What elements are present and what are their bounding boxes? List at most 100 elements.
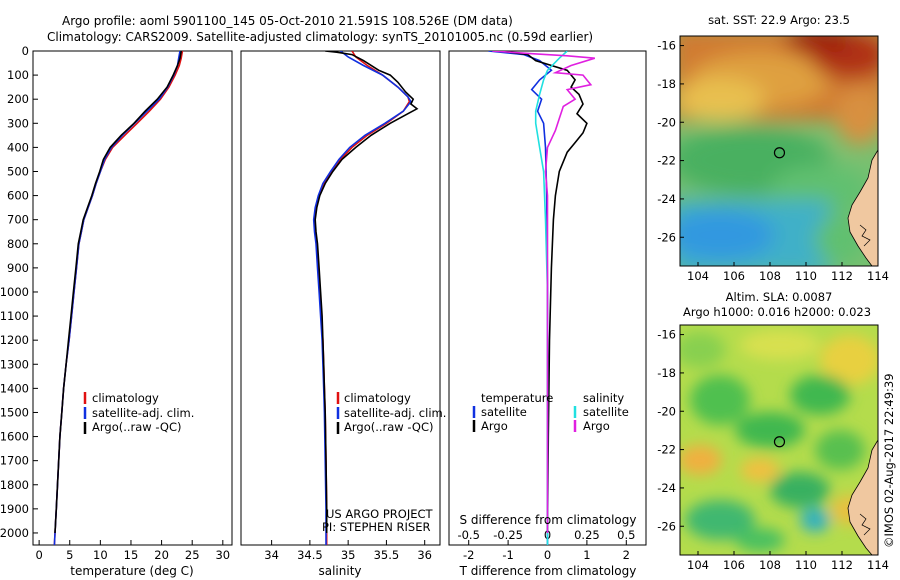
y-tick-label: 1700 (0, 454, 29, 468)
y-tick-label: 400 (7, 140, 29, 154)
y-tick-label: 1400 (0, 381, 29, 395)
series-line-satellite-adj-clim- (312, 51, 412, 545)
lon-tick-label: 106 (723, 269, 745, 283)
lat-tick-label: -20 (657, 404, 676, 418)
x-tick-label: 35.5 (374, 548, 400, 562)
x-tick-label: 2 (623, 548, 630, 562)
lat-tick-label: -22 (657, 154, 676, 168)
sst-map-title: sat. SST: 22.9 Argo: 23.5 (708, 13, 850, 27)
lon-tick-label: 108 (759, 269, 781, 283)
legend-label-satellite: satellite-adj. clim. (92, 406, 194, 420)
y-tick-label: 1800 (0, 478, 29, 492)
y-tick-label: 300 (7, 116, 29, 130)
pi-credit: PI: STEPHEN RISER (322, 520, 431, 534)
y-tick-label: 0 (22, 44, 29, 58)
series-line-s-argo (492, 51, 596, 533)
salinity-xlabel: salinity (318, 564, 361, 578)
lon-tick-label: 110 (795, 558, 817, 572)
salinity-axes-box (240, 50, 441, 546)
x-tick-label: 1 (583, 548, 590, 562)
x-tick-label: 35 (341, 548, 356, 562)
x-tick-label: 34.5 (297, 548, 323, 562)
x-tick-label: 25 (185, 548, 200, 562)
x-tick-label: 36 (417, 548, 432, 562)
lon-tick-label: 110 (795, 269, 817, 283)
temperature-difference-label: T difference from climatology (459, 564, 637, 578)
depth-axis-ticks: 0 100 200 300 400 500 600 700 800 900 1000 1100 1200… (0, 44, 38, 540)
s-tick-label: -0.25 (493, 528, 523, 542)
legend-heading-salinity: salinity (583, 391, 624, 405)
series-line-t-argo (500, 51, 588, 534)
lon-tick-label: 108 (759, 558, 781, 572)
lat-tick-label: -16 (657, 328, 676, 342)
series-line-climatology (313, 51, 411, 545)
salinity-profiles (312, 51, 419, 545)
y-tick-label: 100 (7, 68, 29, 82)
salinity-legend: climatology satellite-adj. clim. Argo(..… (336, 391, 446, 434)
temperature-profiles (53, 51, 184, 545)
legend-label-climatology: climatology (344, 391, 411, 405)
temperature-axis-ticks: 0 5 10 15 20 25 30 (35, 540, 230, 562)
legend-label-s-satellite: satellite (583, 405, 629, 419)
salinity-difference-label: S difference from climatology (460, 513, 637, 527)
temperature-axes-box (32, 50, 233, 546)
imos-credit: ©IMOS 02-Aug-2017 22:49:39 (882, 373, 896, 548)
project-credit: US ARGO PROJECT (326, 507, 434, 521)
sst-map: sat. SST: 22.9 Argo: 23.5 104 106 108 110 11… (657, 13, 889, 283)
difference-panel: -2 -1 0 1 2-0.5 -0.25 0 0.25 0.5 S difference fr… (448, 50, 647, 578)
sst-field (680, 36, 878, 266)
legend-label-t-satellite: satellite (481, 405, 527, 419)
series-line-argo-raw-qc- (54, 51, 182, 534)
legend-label-argo: Argo(..raw -QC) (92, 420, 182, 434)
salinity-panel: 34 34.5 35 35.5 36 salinity climatology sate… (240, 50, 446, 578)
s-tick-label: 0.25 (574, 528, 600, 542)
temperature-xlabel: temperature (deg C) (70, 564, 193, 578)
lat-tick-label: -22 (657, 443, 676, 457)
header-line1: Argo profile: aoml 5901100_145 05-Oct-20… (62, 14, 513, 28)
y-tick-label: 200 (7, 92, 29, 106)
lat-tick-label: -26 (657, 519, 676, 533)
x-tick-label: 30 (215, 548, 230, 562)
x-tick-label: 10 (93, 548, 108, 562)
x-tick-label: 5 (66, 548, 73, 562)
x-tick-label: 0 (544, 548, 551, 562)
temperature-panel: 0100200300400500600700800900100011001200… (0, 44, 233, 578)
x-tick-label: -2 (463, 548, 474, 562)
y-tick-label: 1900 (0, 502, 29, 516)
lat-tick-label: -24 (657, 481, 676, 495)
y-tick-label: 1500 (0, 405, 29, 419)
sla-map: Altim. SLA: 0.0087 Argo h1000: 0.016 h20… (657, 290, 889, 572)
temperature-legend: climatology satellite-adj. clim. Argo(..… (83, 391, 194, 434)
lon-tick-label: 114 (867, 558, 889, 572)
y-tick-label: 600 (7, 189, 29, 203)
lat-tick-label: -20 (657, 115, 676, 129)
series-line-s-satellite (534, 51, 568, 545)
x-tick-label: 20 (154, 548, 169, 562)
legend-label-satellite: satellite-adj. clim. (344, 406, 446, 420)
lon-tick-label: 104 (687, 558, 709, 572)
series-line-t-satellite (488, 51, 553, 545)
series-line-argo-raw-qc- (314, 51, 419, 533)
lat-tick-label: -24 (657, 192, 676, 206)
sla-map-title: Altim. SLA: 0.0087 (726, 290, 833, 304)
legend-label-climatology: climatology (92, 391, 159, 405)
y-tick-label: 1200 (0, 333, 29, 347)
lat-tick-label: -18 (657, 77, 676, 91)
y-tick-label: 2000 (0, 526, 29, 540)
difference-legend: temperature salinity satellite Argo sate… (472, 391, 629, 433)
y-tick-label: 1000 (0, 285, 29, 299)
x-tick-label: -1 (502, 548, 513, 562)
sst-map-ticks: 104 106 108 110 112 114 -16 -18 -20 -22 -24 -26 (657, 39, 889, 283)
x-tick-label: 15 (124, 548, 139, 562)
s-tick-label: 0.5 (617, 528, 635, 542)
sla-map-subtitle: Argo h1000: 0.016 h2000: 0.023 (683, 305, 871, 319)
y-tick-label: 900 (7, 261, 29, 275)
header-line2: Climatology: CARS2009. Satellite-adjuste… (47, 30, 593, 44)
difference-profiles (488, 51, 596, 545)
salinity-axis-ticks: 34 34.5 35 35.5 36 (264, 540, 432, 562)
lon-tick-label: 112 (831, 269, 853, 283)
float-position-marker (773, 147, 786, 159)
sla-map-ticks: 104 106 108 110 112 114 -16 -18 -20 -22 -24 -26 (657, 328, 889, 572)
lon-tick-label: 114 (867, 269, 889, 283)
